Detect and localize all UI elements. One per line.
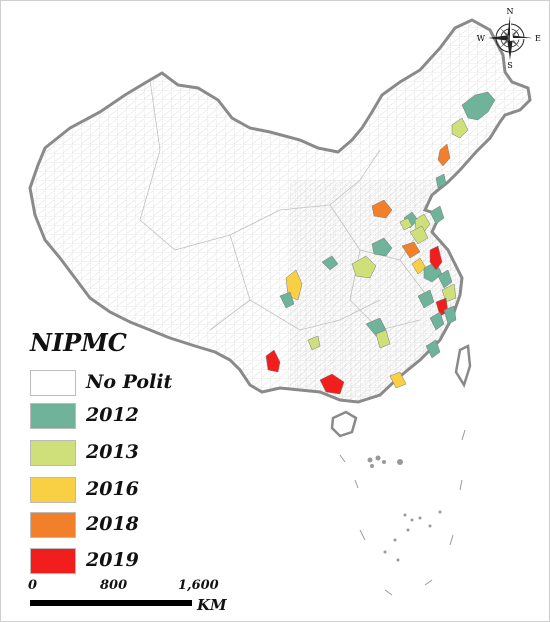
pilot-region-2013-17 [441,283,457,303]
pilot-region-2019-15 [429,245,443,271]
compass-east-label: E [535,34,541,43]
pilot-region-2012-7 [429,205,445,225]
legend-label-2019: 2019 [86,549,139,571]
pilot-region-2012-3 [435,173,447,189]
pilot-region-2019-29 [319,373,345,395]
pilot-region-2012-19 [417,289,435,309]
south-sea-islands [367,455,442,562]
legend-swatch-no-polit [30,370,76,396]
taiwan-island [454,344,472,388]
legend-label-2018: 2018 [86,513,139,535]
legend-swatch-2013 [30,440,76,466]
pilot-region-2018-2 [437,143,451,167]
legend-label-2013: 2013 [86,441,139,463]
pilot-region-2019-28 [265,349,281,373]
legend-item-2018: 2018 [30,512,210,542]
legend-swatch-2018 [30,512,76,538]
pilot-region-2013-27 [307,335,321,351]
legend-item-2016: 2016 [30,477,210,507]
pilot-region-2012-21 [443,305,457,325]
compass-south-label: S [507,61,512,70]
legend-swatch-2016 [30,477,76,503]
pilot-region-2012-10 [321,255,339,271]
scale-tick-0: 0 [28,578,38,593]
legend-item-2019: 2019 [30,548,210,578]
pilot-region-2016-30 [389,371,407,389]
pilot-region-2018-4 [371,199,393,219]
pilot-region-2012-20 [429,311,445,331]
pilot-region-2012-16 [437,269,453,289]
nine-dash-line [339,429,466,596]
legend-title: NIPMC [30,328,127,357]
pilot-region-2013-26 [375,329,391,349]
compass-north-label: N [507,7,514,16]
pilot-regions [265,91,496,395]
pilot-region-2012-24 [279,291,295,309]
scale-bar-segment [30,600,192,606]
compass-rose: N S E W [477,7,541,70]
scale-unit: KM [197,596,227,614]
legend-swatch-2019 [30,548,76,574]
scale-tick-800: 800 [100,578,128,593]
pilot-region-2013-9 [351,255,377,279]
legend-item-2013: 2013 [30,440,210,470]
pilot-region-2018-11 [401,241,421,259]
pilot-region-2013-31 [399,217,413,231]
scale-tick-1600: 1,600 [178,578,219,593]
scale-bar [30,600,192,606]
islands [330,344,472,438]
pilot-region-2012-8 [371,237,393,257]
pilot-region-2012-0 [461,91,496,121]
compass-west-label: W [477,34,486,43]
legend-label-2012: 2012 [86,404,139,426]
legend-label-no-polit: No Polit [86,371,173,393]
hainan-island [330,410,358,438]
pilot-region-2013-12 [409,225,429,245]
legend-item-2012: 2012 [30,403,210,433]
legend-swatch-2012 [30,403,76,429]
legend-item-no-polit: No Polit [30,370,210,400]
pilot-region-2012-22 [425,339,441,359]
legend-label-2016: 2016 [86,478,139,500]
pilot-region-2013-1 [451,117,469,139]
